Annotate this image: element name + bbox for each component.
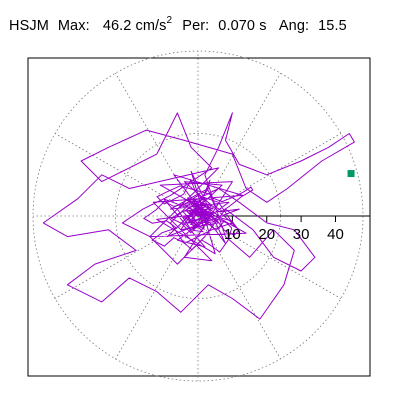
max-unit-exponent: 2 <box>166 15 173 26</box>
ang-label: Ang: <box>278 18 310 34</box>
motion-series-0 <box>42 112 355 320</box>
grid-spoke-150 <box>54 133 199 217</box>
chart-title: HSJM Max: 46.2 cm/s2 Per: 0.070 s Ang: 15.5 <box>9 15 356 35</box>
tick-labels: 10 20 30 40 <box>224 226 344 243</box>
station-code: HSJM <box>9 18 49 34</box>
ang-value: 15.5 <box>318 18 347 34</box>
grid-spoke-120 <box>115 72 199 217</box>
tick-label-40: 40 <box>327 226 344 243</box>
grid-spoke-30 <box>197 133 342 217</box>
grid-spoke-60 <box>197 72 281 217</box>
max-label: Max: <box>57 18 90 34</box>
motion-trace <box>42 112 355 320</box>
tick-label-10: 10 <box>224 226 241 243</box>
max-unit: cm/s <box>135 18 167 34</box>
tick-label-30: 30 <box>293 226 310 243</box>
grid-spoke-210 <box>54 215 199 299</box>
max-value: 46.2 <box>102 18 132 34</box>
plot-frame <box>27 57 371 377</box>
per-value: 0.070 s <box>218 18 267 34</box>
grid-spoke-330 <box>197 215 342 299</box>
tick-label-20: 20 <box>258 226 275 243</box>
grid-spoke-300 <box>197 215 281 360</box>
grid-spoke-240 <box>115 215 199 360</box>
max-marker <box>347 170 355 178</box>
motion-core-0 <box>142 178 254 253</box>
per-label: Per: <box>182 18 210 34</box>
